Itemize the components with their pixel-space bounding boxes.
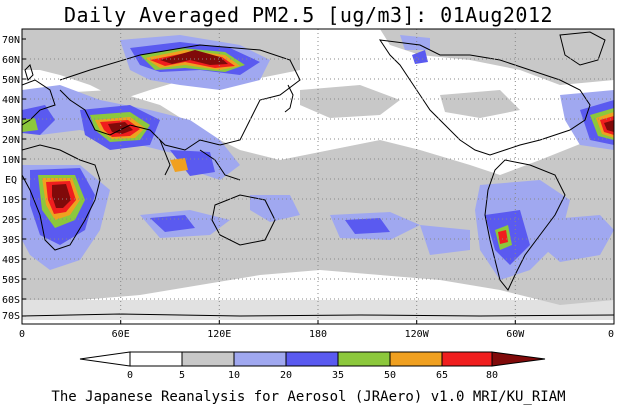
colorbar-tick: 20 (280, 370, 292, 381)
lat-label: 40N (2, 95, 20, 106)
colorbar-tick: 10 (228, 370, 240, 381)
lat-label: 20N (2, 135, 20, 146)
lat-label: 60S (2, 295, 20, 306)
lon-label: 60W (506, 329, 525, 340)
map-title: Daily Averaged PM2.5 [ug/m3]: 01Aug2012 (63, 3, 554, 27)
lat-label: 10N (2, 155, 20, 166)
lon-label: 60E (112, 329, 130, 340)
lat-label: 50N (2, 75, 20, 86)
colorbar-segment (337, 351, 391, 367)
lat-label: 60N (2, 55, 20, 66)
longitude-labels: 0 60E 120E 180 120W 60W 0 (19, 329, 614, 340)
colorbar-segment (233, 351, 287, 367)
colorbar-segment (79, 351, 131, 367)
lat-label: 30S (2, 235, 20, 246)
colorbar-segment (285, 351, 339, 367)
lon-label: 0 (19, 329, 25, 340)
colorbar-tick: 0 (127, 370, 133, 381)
latitude-labels: 70N 60N 50N 40N 30N 20N 10N EQ 10S 20S 3… (2, 35, 20, 322)
colorbar-tick: 5 (179, 370, 185, 381)
colorbar (79, 351, 546, 367)
lon-label: 120E (207, 329, 231, 340)
lat-label: 70S (2, 311, 20, 322)
colorbar-segment (181, 351, 235, 367)
lon-label: 180 (309, 329, 327, 340)
colorbar-segment (129, 351, 183, 367)
colorbar-segment (491, 351, 546, 367)
footer-credit: The Japanese Reanalysis for Aerosol (JRA… (51, 389, 566, 405)
axis-ticks (22, 38, 516, 324)
lat-label: EQ (5, 175, 17, 186)
lat-label: 30N (2, 115, 20, 126)
lat-label: 20S (2, 215, 20, 226)
coastlines (22, 31, 614, 317)
level-above-80-areas (52, 50, 614, 208)
lon-label: 120W (405, 329, 430, 340)
lat-label: 40S (2, 255, 20, 266)
colorbar-tick: 65 (436, 370, 448, 381)
colorbar-tick: 80 (486, 370, 498, 381)
lat-label: 70N (2, 35, 20, 46)
colorbar-segment (389, 351, 443, 367)
colorbar-segment (441, 351, 493, 367)
lat-label: 10S (2, 195, 20, 206)
lat-label: 50S (2, 275, 20, 286)
graticule (22, 29, 614, 324)
colorbar-tick: 35 (332, 370, 344, 381)
colorbar-ticks: 0 5 10 20 35 50 65 80 (127, 370, 498, 381)
lon-label: 0 (608, 329, 614, 340)
colorbar-tick: 50 (384, 370, 396, 381)
